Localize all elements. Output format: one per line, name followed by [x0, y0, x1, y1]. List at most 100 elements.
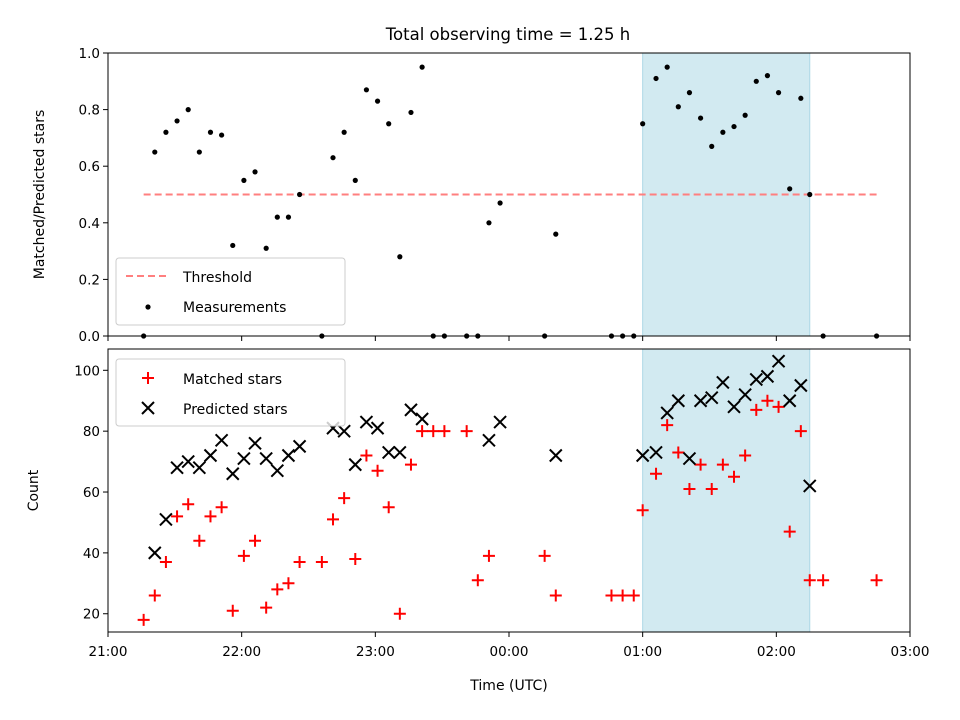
measurement-point	[686, 90, 693, 96]
predicted-star-point	[281, 448, 296, 463]
matched-star-point	[783, 525, 796, 538]
y-tick-label: 0.2	[79, 272, 100, 288]
predicted-star-point	[348, 457, 362, 472]
predicted-star-point	[270, 464, 285, 478]
y-tick-label: 60	[83, 485, 100, 501]
matched-star-point	[870, 574, 883, 587]
measurement-point	[397, 254, 403, 260]
matched-star-point	[636, 504, 649, 517]
measurement-point	[341, 129, 347, 135]
matched-star-point	[482, 549, 495, 562]
matched-star-point	[282, 577, 295, 590]
matched-star-point	[605, 589, 618, 602]
predicted-star-point	[760, 369, 775, 384]
measurement-point	[742, 112, 748, 118]
measurement-point	[497, 200, 503, 206]
measurement-point	[252, 169, 258, 175]
measurement-point	[653, 75, 659, 82]
measurement-point	[697, 115, 704, 121]
measurement-point	[664, 64, 670, 70]
measurement-point	[486, 220, 492, 226]
matched-star-point	[148, 589, 161, 602]
measurement-point	[709, 143, 715, 149]
measurement-point	[798, 95, 804, 101]
top-legend-box	[115, 257, 346, 326]
x-tick-label: 23:00	[356, 644, 395, 660]
matched-star-point	[171, 510, 184, 523]
predicted-star-point	[181, 454, 195, 469]
matched-star-point	[794, 425, 807, 438]
measurement-point	[163, 129, 169, 135]
predicted-star-point	[203, 448, 218, 463]
measurement-point	[386, 121, 392, 127]
matched-star-point	[817, 574, 830, 587]
measurement-point	[553, 231, 559, 237]
predicted-star-point	[404, 403, 418, 417]
bottom-y-axis: 20 40 60 80 100	[74, 363, 108, 623]
measurement-point	[720, 129, 726, 135]
bottom-plot-frame	[107, 348, 911, 633]
matched-star-point	[761, 394, 774, 407]
predicted-star-point	[292, 439, 307, 454]
x-tick-label: 00:00	[490, 644, 529, 660]
matched-star-point	[193, 534, 206, 547]
measurement-point	[374, 98, 381, 104]
predicted-star-point	[716, 375, 730, 390]
matched-star-point	[260, 601, 273, 614]
matched-star-point	[661, 419, 674, 432]
matched-star-point	[538, 549, 551, 562]
matched-star-point	[716, 458, 729, 471]
matched-star-point	[204, 510, 217, 523]
top-legend: Threshold Measurements	[115, 257, 346, 326]
measurement-point	[174, 118, 180, 124]
matched-star-point	[803, 574, 816, 587]
y-tick-label: 100	[74, 363, 100, 379]
predicted-star-point	[782, 394, 797, 408]
matched-star-point	[249, 534, 262, 547]
legend-predicted-label: Predicted stars	[183, 402, 288, 418]
matched-star-point	[460, 425, 473, 438]
measurement-point	[363, 87, 370, 93]
matched-star-point	[271, 583, 284, 596]
matched-star-point	[360, 449, 373, 462]
measurement-point	[207, 129, 214, 135]
predicted-star-point	[415, 412, 429, 426]
predicted-star-point	[237, 451, 251, 466]
predicted-star-point	[705, 390, 719, 405]
matched-star-point	[694, 458, 707, 471]
legend-matched-swatch	[142, 372, 154, 384]
predicted-star-point	[771, 354, 786, 368]
predicted-star-point	[248, 436, 262, 451]
measurement-point	[152, 149, 158, 155]
matched-star-point	[327, 513, 340, 526]
matched-star-point	[471, 574, 484, 587]
measurement-point	[241, 177, 247, 183]
measurement-point	[675, 104, 681, 110]
x-tick-label: 02:00	[757, 644, 796, 660]
legend-predicted-swatch	[141, 401, 155, 415]
matched-star-point	[293, 556, 306, 569]
y-tick-label: 80	[83, 424, 100, 440]
predicted-star-point	[148, 546, 162, 560]
matched-star-point	[650, 467, 663, 480]
measurement-point	[807, 191, 813, 198]
bottom-legend-box	[115, 358, 346, 427]
matched-star-point	[750, 403, 763, 416]
measurement-point	[185, 107, 191, 113]
legend-matched-label: Matched stars	[183, 372, 282, 388]
predicted-star-point	[370, 421, 385, 435]
predicted-star-point	[727, 400, 741, 414]
predicted-star-point	[682, 451, 697, 466]
bottom-legend: Matched stars Predicted stars	[115, 358, 346, 427]
legend-threshold-label: Threshold	[182, 270, 252, 286]
matched-star-point	[315, 556, 328, 569]
predicted-star-point	[635, 448, 650, 463]
measurement-point	[408, 109, 414, 116]
measurement-point	[640, 121, 646, 127]
measurement-point	[285, 214, 292, 220]
x-tick-label: 01:00	[623, 644, 662, 660]
predicted-star-point	[259, 451, 273, 466]
matched-star-point	[438, 425, 451, 438]
measurement-point	[196, 149, 202, 155]
